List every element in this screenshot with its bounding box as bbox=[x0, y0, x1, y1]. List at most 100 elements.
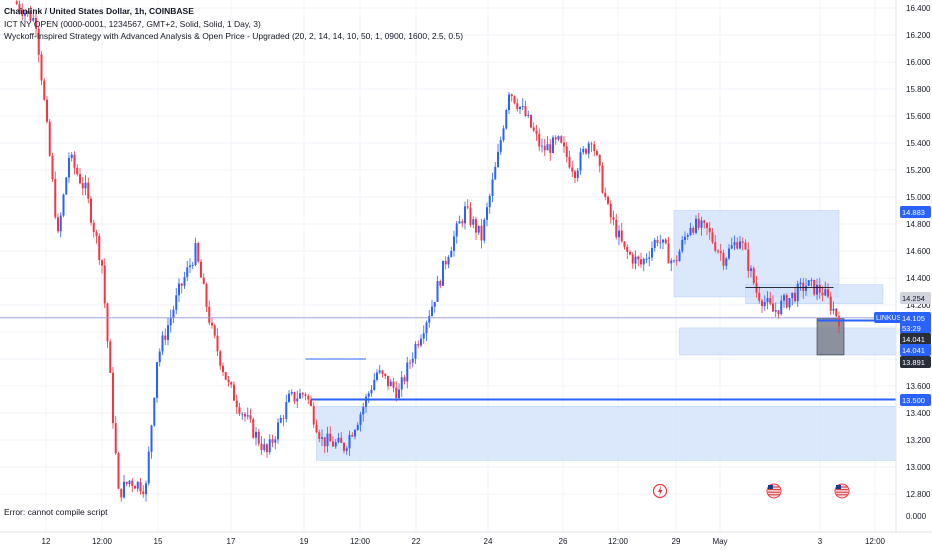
y-tick-label: 13.600 bbox=[906, 382, 931, 391]
candle-body bbox=[549, 144, 552, 153]
candle-body bbox=[62, 194, 65, 216]
candle-body bbox=[618, 230, 620, 238]
price-tag-lower[interactable]: 13.891 bbox=[900, 356, 931, 368]
candle-body bbox=[95, 231, 98, 236]
candle-body bbox=[684, 236, 686, 240]
price-tag-upper[interactable]: 14.883 bbox=[900, 206, 931, 218]
candle-body bbox=[458, 221, 461, 224]
candle-body bbox=[593, 144, 596, 151]
candle-body bbox=[73, 154, 76, 168]
symbol-price-tag[interactable]: LINKUSD bbox=[874, 312, 906, 323]
candle-body bbox=[304, 394, 307, 396]
price-tag-support[interactable]: 13.500 bbox=[900, 394, 931, 406]
candle-body bbox=[37, 28, 40, 55]
candle-body bbox=[274, 439, 277, 443]
y-tick-label: 15.600 bbox=[906, 112, 931, 121]
candle-body bbox=[219, 351, 222, 366]
candle-body bbox=[142, 491, 145, 495]
candle-body bbox=[194, 243, 197, 266]
candle-body bbox=[136, 481, 139, 489]
candle-body bbox=[109, 341, 112, 373]
candle-body bbox=[486, 207, 488, 220]
candles bbox=[15, 0, 840, 502]
candle-body bbox=[271, 439, 274, 443]
candle-body bbox=[21, 10, 24, 16]
price-tag-level-b[interactable]: 14.041 bbox=[900, 344, 931, 356]
candle-body bbox=[519, 106, 521, 110]
candle-body bbox=[403, 377, 406, 382]
candle-body bbox=[464, 206, 466, 224]
lightning-icon[interactable] bbox=[652, 483, 668, 499]
candle-body bbox=[431, 306, 433, 316]
liquidity-zone[interactable] bbox=[316, 406, 897, 461]
price-tag-level-a[interactable]: 14.041 bbox=[900, 333, 931, 345]
candle-body bbox=[807, 280, 810, 286]
liquidity-zone[interactable] bbox=[679, 327, 897, 356]
candle-body bbox=[477, 225, 480, 233]
candle-body bbox=[439, 281, 442, 286]
candle-body bbox=[565, 146, 568, 157]
candle-body bbox=[428, 315, 431, 323]
candle-body bbox=[406, 362, 409, 382]
candle-body bbox=[117, 453, 120, 489]
candle-body bbox=[310, 399, 312, 406]
candle-body bbox=[744, 242, 747, 250]
y-tick-label: 15.800 bbox=[906, 85, 931, 94]
indicator-ict-ny-open[interactable]: ICT NY OPEN (0000-0001, 1234567, GMT+2, … bbox=[4, 19, 261, 29]
us-flag-icon[interactable] bbox=[766, 483, 782, 499]
candle-body bbox=[381, 370, 384, 374]
us-flag-icon[interactable] bbox=[834, 483, 850, 499]
price-tag-lower-bg bbox=[900, 356, 931, 368]
y-tick-label: 14.600 bbox=[906, 247, 931, 256]
candle-body bbox=[521, 105, 524, 107]
candle-body bbox=[582, 148, 585, 153]
y-tick-label: 15.400 bbox=[906, 139, 931, 148]
candle-body bbox=[461, 221, 464, 224]
candle-body bbox=[318, 432, 321, 439]
grid bbox=[0, 0, 896, 532]
candle-body bbox=[626, 246, 629, 252]
indicator-wyckoff[interactable]: Wyckoff-Inspired Strategy with Advanced … bbox=[4, 31, 464, 41]
candle-body bbox=[733, 242, 736, 246]
candle-body bbox=[788, 298, 791, 308]
candle-body bbox=[585, 148, 587, 154]
candle-body bbox=[835, 308, 838, 317]
countdown-tag[interactable]: 53:29 bbox=[900, 322, 931, 334]
candle-body bbox=[497, 151, 499, 167]
x-tick-label: 26 bbox=[559, 537, 568, 546]
candle-body bbox=[321, 437, 323, 439]
candle-body bbox=[442, 260, 444, 286]
candle-body bbox=[769, 297, 772, 304]
candle-body bbox=[367, 393, 370, 397]
candle-body bbox=[706, 222, 708, 228]
candle-body bbox=[65, 177, 68, 195]
candle-body bbox=[224, 372, 227, 380]
candle-body bbox=[818, 284, 821, 293]
candle-body bbox=[92, 222, 95, 232]
candle-body bbox=[145, 483, 147, 495]
candle-body bbox=[296, 398, 299, 402]
candle-body bbox=[365, 396, 367, 407]
candle-body bbox=[354, 430, 356, 437]
candle-body bbox=[337, 437, 340, 443]
candle-body bbox=[79, 174, 81, 184]
candle-body bbox=[32, 17, 35, 21]
candle-body bbox=[648, 257, 651, 259]
candle-body bbox=[222, 365, 224, 373]
price-tag-last[interactable]: 14.105 bbox=[900, 312, 931, 324]
candle-body bbox=[123, 481, 125, 498]
candle-body bbox=[343, 442, 345, 451]
candle-body bbox=[827, 289, 829, 297]
symbol-title: Chainlink / United States Dollar, 1h, CO… bbox=[4, 6, 194, 16]
price-tag-mid[interactable]: 14.254 bbox=[900, 292, 931, 304]
candle-body bbox=[178, 283, 180, 296]
candle-body bbox=[659, 242, 662, 244]
y-tick-label: 13.400 bbox=[906, 409, 931, 418]
candle-body bbox=[227, 379, 230, 383]
candle-body bbox=[741, 241, 744, 243]
candle-body bbox=[494, 166, 497, 180]
candle-body bbox=[359, 414, 362, 425]
